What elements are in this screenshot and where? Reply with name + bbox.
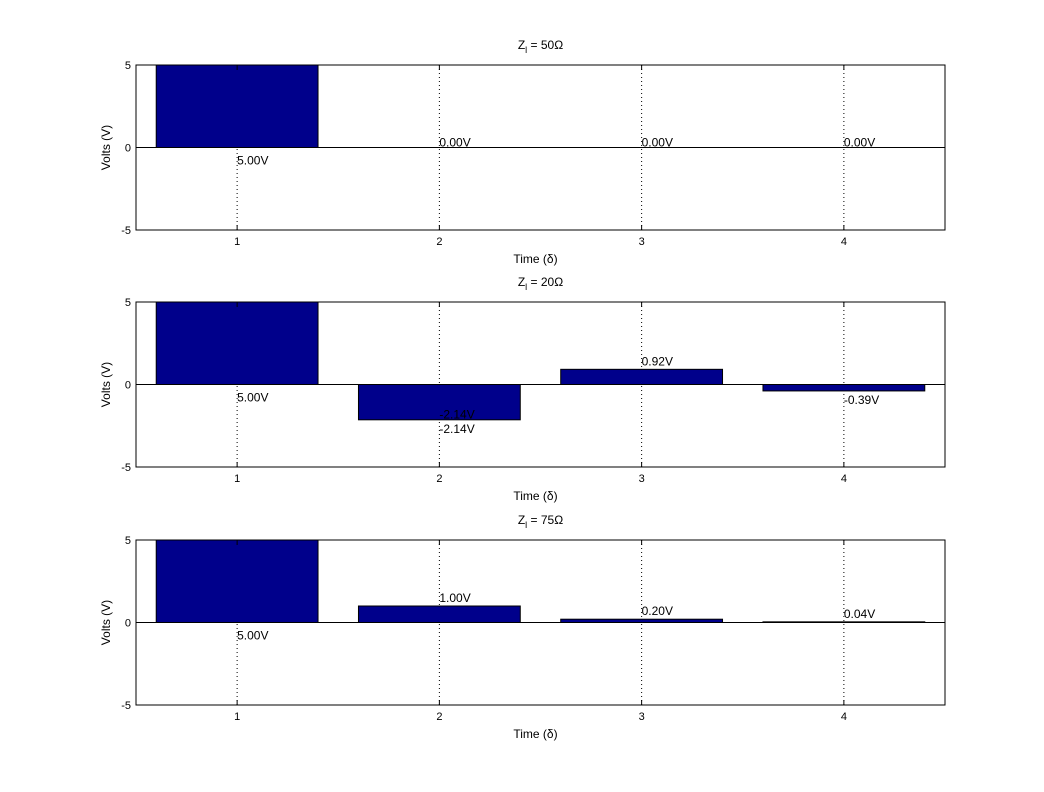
chart-3-xtick-label-4: 4 (841, 711, 847, 723)
chart-2-bar-3 (560, 368, 724, 386)
chart-1-xlabel: Time (δ) (513, 252, 557, 266)
chart-2-xtick-label-1: 1 (234, 473, 240, 485)
chart-3-xtick-label-2: 2 (436, 711, 442, 723)
chart-1-xtick-label-1: 1 (234, 236, 240, 248)
chart-3-group: Zl = 75Ω 5.00V 1.00V 0.20V 0.04V -5 0 5 1 2 3 4 Time… (99, 513, 946, 741)
chart-1-data-label-2: 0.00V (439, 136, 470, 150)
chart-2-data-label-4: -0.39V (844, 393, 879, 407)
chart-1-ytick-label-1: -5 (121, 225, 131, 237)
chart-2-ytick-label-2: 0 (125, 380, 131, 392)
chart-2-title-subscript: l (525, 282, 527, 292)
chart-2-ytick-label-1: -5 (121, 462, 131, 474)
chart-3-xtick-label-3: 3 (639, 711, 645, 723)
chart-2-title: Zl = 20Ω (518, 275, 563, 292)
chart-3-ytick-label-3: 5 (125, 535, 131, 547)
chart-3-bar-2 (357, 605, 521, 623)
chart-3-ytick-label-1: -5 (121, 700, 131, 712)
chart-2-title-suffix: = 20Ω (527, 275, 563, 289)
chart-3-ylabel: Volts (V) (99, 600, 113, 645)
chart-1-title-suffix: = 50Ω (527, 38, 563, 52)
chart-2-title-prefix: Z (518, 275, 525, 289)
chart-1-xtick-label-2: 2 (436, 236, 442, 248)
chart-1-ylabel: Volts (V) (99, 125, 113, 170)
chart-1-xtick-label-3: 3 (639, 236, 645, 248)
chart-1-xtick-label-4: 4 (841, 236, 847, 248)
chart-3-title-subscript: l (525, 520, 527, 530)
chart-1-title-prefix: Z (518, 38, 525, 52)
chart-2-bar-1 (155, 301, 319, 385)
chart-3-data-label-3: 0.20V (642, 604, 673, 618)
chart-2-data-label-3: 0.92V (642, 354, 673, 368)
chart-1-data-label-4: 0.00V (844, 136, 875, 150)
chart-1-data-label-1: 5.00V (237, 154, 268, 168)
chart-1-ytick-label-2: 0 (125, 143, 131, 155)
chart-3-ytick-label-2: 0 (125, 618, 131, 630)
chart-3-data-label-2: 1.00V (439, 591, 470, 605)
chart-1-bar-1 (155, 64, 319, 148)
chart-2-data-label-1: 5.00V (237, 391, 268, 405)
chart-3-bar-1 (155, 539, 319, 623)
chart-3-xtick-label-1: 1 (234, 711, 240, 723)
chart-1-data-label-3: 0.00V (642, 136, 673, 150)
chart-2-extra-label-1: -2.14V (439, 408, 474, 422)
chart-2-xtick-label-2: 2 (436, 473, 442, 485)
chart-1-ytick-label-3: 5 (125, 60, 131, 72)
chart-1-title-subscript: l (525, 45, 527, 55)
chart-2-group: Zl = 20Ω 5.00V -2.14V 0.92V -0.39V -2.14V -5 0 5… (99, 275, 946, 503)
chart-3-data-label-4: 0.04V (844, 607, 875, 621)
chart-3-xlabel: Time (δ) (513, 727, 557, 741)
chart-1-group: Zl = 50Ω 5.00V 0.00V 0.00V 0.00V -5 0 5 1 2 3 4 Time… (99, 38, 946, 266)
chart-3-title: Zl = 75Ω (518, 513, 563, 530)
chart-3-title-prefix: Z (518, 513, 525, 527)
chart-2-xtick-label-3: 3 (639, 473, 645, 485)
chart-2-ytick-label-3: 5 (125, 297, 131, 309)
chart-1-title: Zl = 50Ω (518, 38, 563, 55)
chart-2-bar-2 (357, 384, 521, 421)
chart-2-xtick-label-4: 4 (841, 473, 847, 485)
chart-3-title-suffix: = 75Ω (527, 513, 563, 527)
chart-3-data-label-1: 5.00V (237, 629, 268, 643)
chart-2-data-label-2: -2.14V (439, 422, 474, 436)
chart-2-xlabel: Time (δ) (513, 489, 557, 503)
chart-2-ylabel: Volts (V) (99, 362, 113, 407)
chart-2-bar-4 (762, 384, 926, 392)
